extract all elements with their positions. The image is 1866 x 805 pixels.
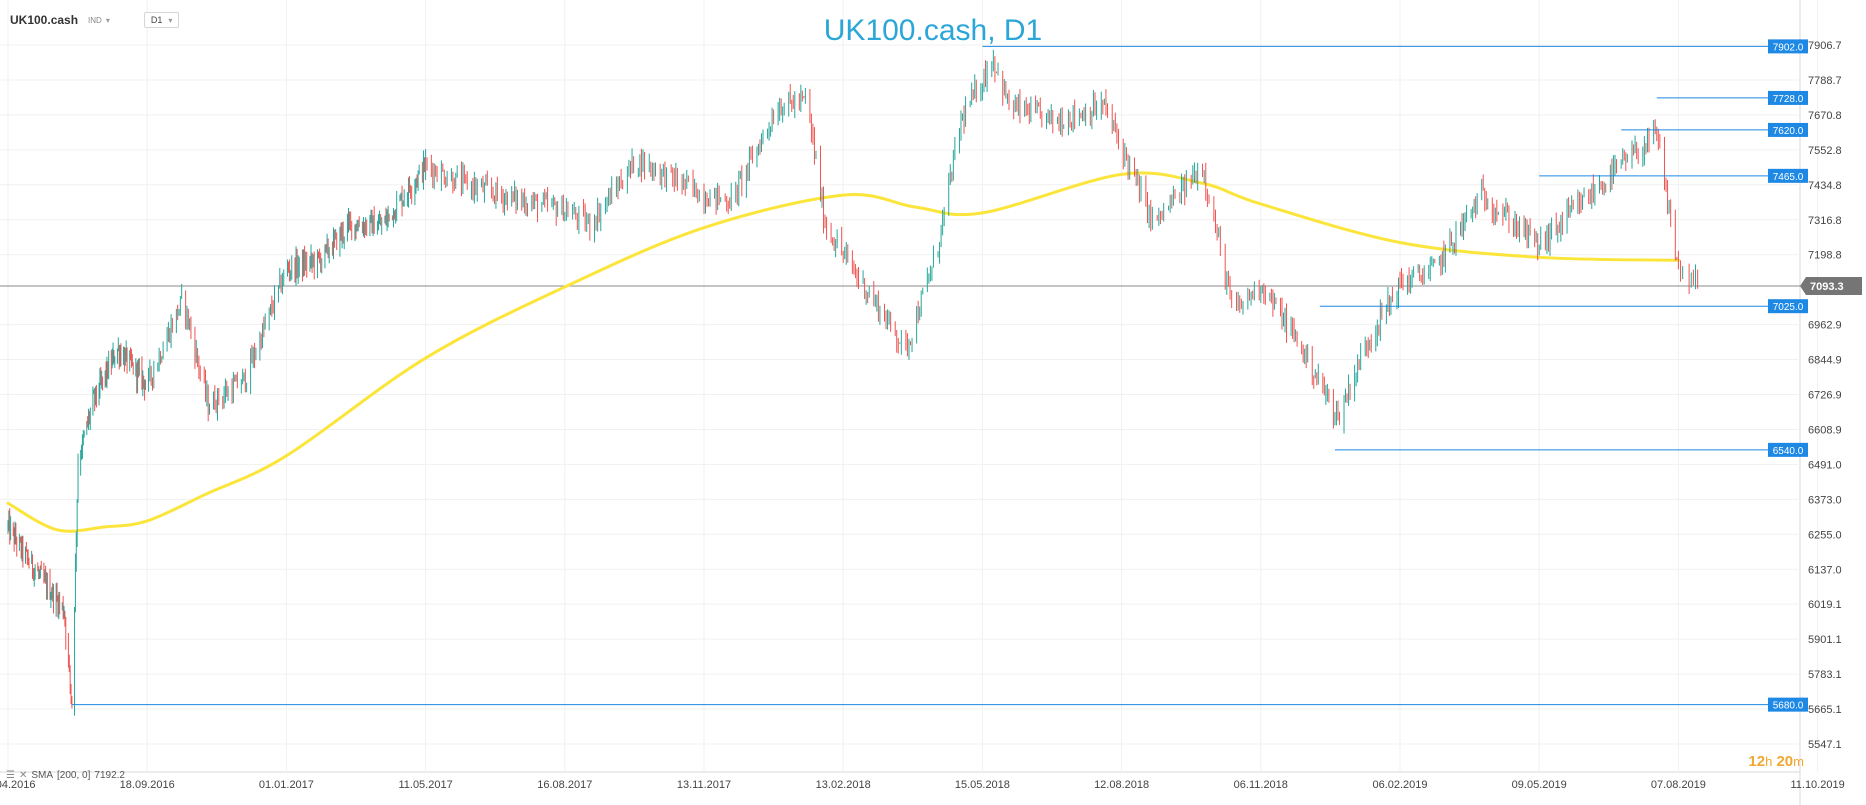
y-tick-label: 7316.8	[1808, 215, 1842, 227]
level-label: 7902.0	[1773, 42, 1804, 53]
countdown-hours-unit: h	[1765, 754, 1773, 769]
chart-title: UK100.cash, D1	[823, 14, 1043, 47]
y-tick-label: 6373.0	[1808, 494, 1842, 506]
indicator-value: 7192.2	[94, 770, 125, 781]
symbol-name[interactable]: UK100.cash	[10, 13, 79, 27]
x-tick-label: 06.11.2018	[1234, 779, 1288, 791]
y-tick-label: 7788.7	[1808, 75, 1842, 87]
x-tick-label: 16.08.2017	[537, 779, 592, 791]
level-tag	[1768, 39, 1808, 54]
indicator-name: SMA	[31, 770, 54, 781]
levels-layer: 7902.0 7728.0 7620.0 7465.0 7025.0 6540.0 5680…	[71, 39, 1808, 712]
x-tick-label: 12.08.2018	[1094, 779, 1149, 791]
x-tick-label: 18.09.2016	[120, 779, 175, 791]
x-axis: 12.04.2016 18.09.2016 01.01.2017 11.05.2017…	[0, 779, 1845, 791]
mode-selector[interactable]: IND ▾	[88, 16, 110, 25]
x-tick-label: 01.01.2017	[259, 779, 314, 791]
chart-toolbar: UK100.cash IND ▾ D1 ▾	[10, 10, 180, 30]
level-tag	[1768, 168, 1808, 183]
y-tick-label: 6844.9	[1808, 355, 1842, 367]
level-label: 7025.0	[1773, 302, 1804, 313]
level-label: 7465.0	[1773, 172, 1804, 183]
y-tick-label: 6019.1	[1808, 599, 1842, 611]
level-label: 7620.0	[1773, 126, 1804, 137]
current-price-tag	[1800, 276, 1862, 295]
x-tick-label: 07.08.2019	[1651, 779, 1706, 791]
y-tick-label: 6137.0	[1808, 564, 1842, 576]
current-price-label: 7093.3	[1810, 281, 1844, 293]
x-tick-label: 09.05.2019	[1512, 779, 1567, 791]
y-tick-label: 6726.9	[1808, 390, 1842, 402]
y-tick-label: 5665.1	[1808, 704, 1842, 716]
y-tick-label: 7552.8	[1808, 145, 1842, 157]
y-tick-label: 5783.1	[1808, 669, 1842, 681]
y-tick-label: 7670.8	[1808, 110, 1842, 122]
y-tick-label: 6608.9	[1808, 424, 1842, 436]
level-label: 7728.0	[1773, 94, 1804, 105]
timeframe-select[interactable]: D1 ▾	[143, 12, 180, 28]
y-tick-label: 5547.1	[1808, 739, 1842, 751]
x-tick-label: 11.10.2019	[1790, 779, 1844, 791]
y-tick-label: 6491.0	[1808, 459, 1842, 471]
level-tag	[1768, 122, 1808, 137]
x-tick-label: 12.04.2016	[0, 779, 36, 791]
close-icon[interactable]: ✕	[18, 770, 28, 781]
level-tag	[1768, 90, 1808, 105]
countdown-minutes-unit: m	[1793, 754, 1804, 769]
level-tag	[1768, 299, 1808, 314]
y-axis: 7906.7 7788.7 7670.8 7552.8 7434.8 7316.8 7198…	[1800, 40, 1862, 751]
level-label: 6540.0	[1773, 446, 1804, 457]
countdown-hours: 12	[1748, 753, 1766, 770]
chevron-down-icon: ▾	[105, 15, 110, 25]
timeframe-label: D1	[150, 15, 163, 25]
y-tick-label: 7198.8	[1808, 250, 1842, 262]
grid-lines	[0, 0, 1819, 805]
y-tick-label: 5901.1	[1808, 634, 1842, 646]
indicator-legend: ☰ ✕ SMA [200, 0] 7192.2	[6, 770, 125, 781]
level-tag	[1768, 697, 1808, 712]
sma-layer	[6, 171, 1680, 533]
chevron-down-icon: ▾	[168, 15, 173, 25]
level-label: 5680.0	[1773, 701, 1804, 712]
x-tick-label: 13.11.2017	[677, 779, 731, 791]
y-tick-label: 7906.7	[1808, 40, 1842, 52]
y-tick-label: 6962.9	[1808, 320, 1842, 332]
x-tick-label: 06.02.2019	[1372, 779, 1427, 791]
indicator-params: [200, 0]	[57, 770, 91, 781]
y-tick-label: 6255.0	[1808, 529, 1842, 541]
mode-label: IND	[88, 15, 102, 25]
y-tick-label: 7434.8	[1808, 180, 1842, 192]
indicator-settings-icon[interactable]: ☰	[6, 770, 15, 781]
sma-line	[6, 171, 1680, 533]
candle-countdown: 12h 20m	[1748, 753, 1804, 770]
candles-layer	[7, 49, 1699, 716]
level-tag	[1768, 442, 1808, 457]
countdown-minutes: 20	[1776, 753, 1794, 770]
x-tick-label: 11.05.2017	[398, 779, 452, 791]
x-tick-label: 13.02.2018	[816, 779, 871, 791]
x-tick-label: 15.05.2018	[955, 779, 1010, 791]
